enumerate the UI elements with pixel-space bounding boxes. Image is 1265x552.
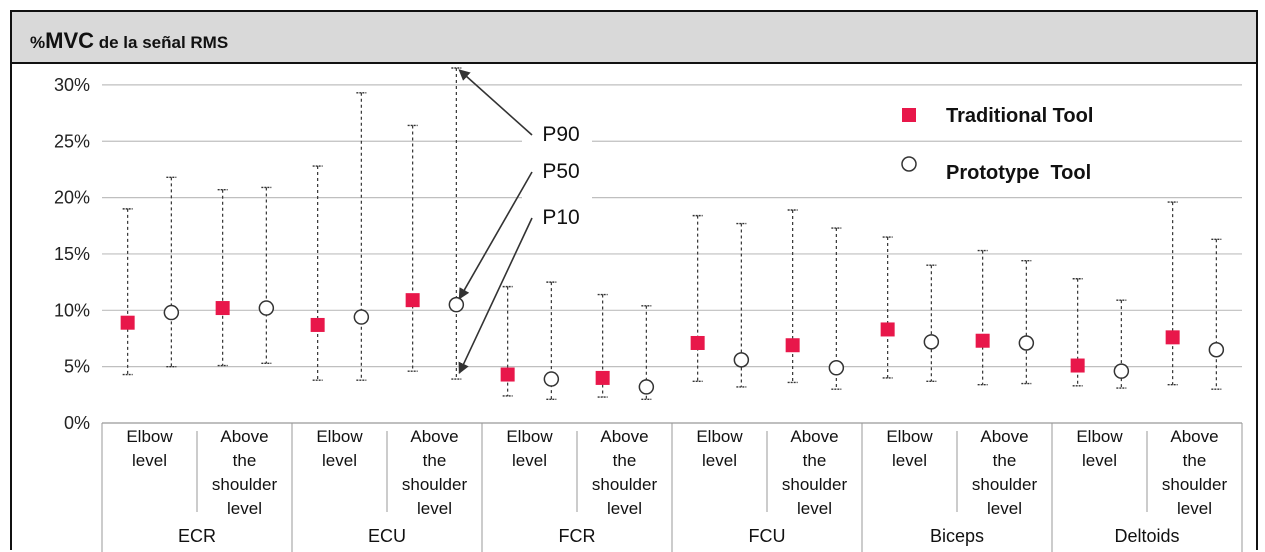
legend-label: Prototype Tool <box>946 162 1091 184</box>
legend-label: Traditional Tool <box>946 105 1093 127</box>
annotation-arrow <box>458 171 533 300</box>
y-tick-label: 0% <box>64 413 90 433</box>
subgroup-label-line: Elbow <box>126 427 173 446</box>
subgroup-label-line: Above <box>980 427 1028 446</box>
subgroup-label-line: Elbow <box>1076 427 1123 446</box>
annotation-arrow <box>458 217 533 375</box>
subgroup-label-line: level <box>227 499 262 518</box>
chart-frame: %MVC de la señal RMS 0% 5% 10% 15% 20% 25% 30%… <box>10 10 1258 552</box>
chart-title: %MVC de la señal RMS <box>30 28 228 54</box>
subgroup-label-line: the <box>233 451 257 470</box>
legend: Traditional Tool Prototype Tool <box>901 105 1093 184</box>
traditional-median-point <box>880 322 895 337</box>
title-main: MVC <box>45 28 95 53</box>
prototype-median-point <box>448 296 465 313</box>
prototype-median-point <box>828 360 845 376</box>
group-label: FCR <box>559 526 596 546</box>
traditional-median-point <box>500 367 515 382</box>
y-tick-label: 30% <box>54 75 90 95</box>
traditional-median-point <box>215 301 230 316</box>
traditional-median-point <box>595 370 610 385</box>
y-tick-label: 20% <box>54 188 90 208</box>
group-label: ECR <box>178 526 216 546</box>
subgroup-label-line: shoulder <box>592 475 658 494</box>
subgroup-label-line: Above <box>220 427 268 446</box>
subgroup-label-line: shoulder <box>1162 475 1228 494</box>
subgroup-label-line: the <box>423 451 447 470</box>
y-tick-label: 25% <box>54 131 90 151</box>
traditional-median-point <box>1165 330 1180 345</box>
prototype-median-point <box>923 334 940 350</box>
traditional-median-point <box>975 333 990 348</box>
annotation-p90: P90 <box>542 123 579 146</box>
subgroup-label-line: Above <box>1170 427 1218 446</box>
subgroup-label-line: shoulder <box>212 475 278 494</box>
title-suffix: de la señal RMS <box>94 33 229 52</box>
category-labels-layer: ECR Elbow level Above the shoulder level ECU Elb… <box>126 427 1227 546</box>
prototype-median-point <box>353 309 370 325</box>
subgroup-label-line: level <box>512 451 547 470</box>
subgroup-label-line: level <box>892 451 927 470</box>
group-label: FCU <box>749 526 786 546</box>
prototype-median-point <box>733 352 750 368</box>
group-label: Biceps <box>930 526 984 546</box>
subgroup-label-line: level <box>132 451 167 470</box>
chart-plot: 0% 5% 10% 15% 20% 25% 30% ECR Elbow level Above th… <box>54 67 1243 552</box>
title-band: %MVC de la señal RMS <box>12 12 1256 64</box>
title-prefix: % <box>30 33 46 52</box>
subgroup-label-line: level <box>1082 451 1117 470</box>
prototype-median-point <box>1018 335 1035 351</box>
subgroup-label-line: Above <box>600 427 648 446</box>
prototype-median-point <box>638 379 655 395</box>
group-label: ECU <box>368 526 406 546</box>
data-layer <box>120 67 1225 401</box>
traditional-median-point <box>785 338 800 353</box>
prototype-median-point <box>258 300 275 316</box>
subgroup-label-line: Above <box>790 427 838 446</box>
annotation-p50: P50 <box>542 160 579 183</box>
subgroup-label-line: level <box>1177 499 1212 518</box>
subgroup-label-line: level <box>797 499 832 518</box>
group-label: Deltoids <box>1114 526 1179 546</box>
legend-circle-marker <box>901 156 917 172</box>
subgroup-label-line: level <box>987 499 1022 518</box>
subgroup-label-line: shoulder <box>402 475 468 494</box>
traditional-median-point <box>120 315 135 330</box>
subgroup-label-line: the <box>613 451 637 470</box>
prototype-median-point <box>543 371 560 387</box>
annotations-layer: P90 P50 P10 <box>458 69 592 375</box>
subgroup-label-line: the <box>1183 451 1207 470</box>
traditional-median-point <box>310 317 325 332</box>
traditional-median-point <box>690 335 705 350</box>
annotation-backdrop <box>522 119 592 239</box>
subgroup-label-line: level <box>417 499 452 518</box>
subgroup-label-line: shoulder <box>972 475 1038 494</box>
annotation-arrow <box>458 69 533 136</box>
legend-square-marker <box>902 108 916 122</box>
axis-layer: 0% 5% 10% 15% 20% 25% 30% <box>54 75 1243 552</box>
prototype-median-point <box>1208 341 1225 358</box>
subgroup-label-line: level <box>322 451 357 470</box>
prototype-median-point <box>163 304 180 321</box>
prototype-median-point <box>1113 363 1130 379</box>
traditional-median-point <box>405 293 420 308</box>
y-tick-label: 5% <box>64 357 90 377</box>
y-tick-label: 10% <box>54 300 90 320</box>
y-tick-label: 15% <box>54 244 90 264</box>
subgroup-label-line: shoulder <box>782 475 848 494</box>
subgroup-label-line: Elbow <box>506 427 553 446</box>
traditional-median-point <box>1070 358 1085 373</box>
annotation-p10: P10 <box>542 206 579 229</box>
subgroup-label-line: level <box>702 451 737 470</box>
subgroup-label-line: the <box>993 451 1017 470</box>
subgroup-label-line: Elbow <box>886 427 933 446</box>
subgroup-label-line: level <box>607 499 642 518</box>
subgroup-label-line: Above <box>410 427 458 446</box>
subgroup-label-line: Elbow <box>696 427 743 446</box>
subgroup-label-line: Elbow <box>316 427 363 446</box>
subgroup-label-line: the <box>803 451 827 470</box>
